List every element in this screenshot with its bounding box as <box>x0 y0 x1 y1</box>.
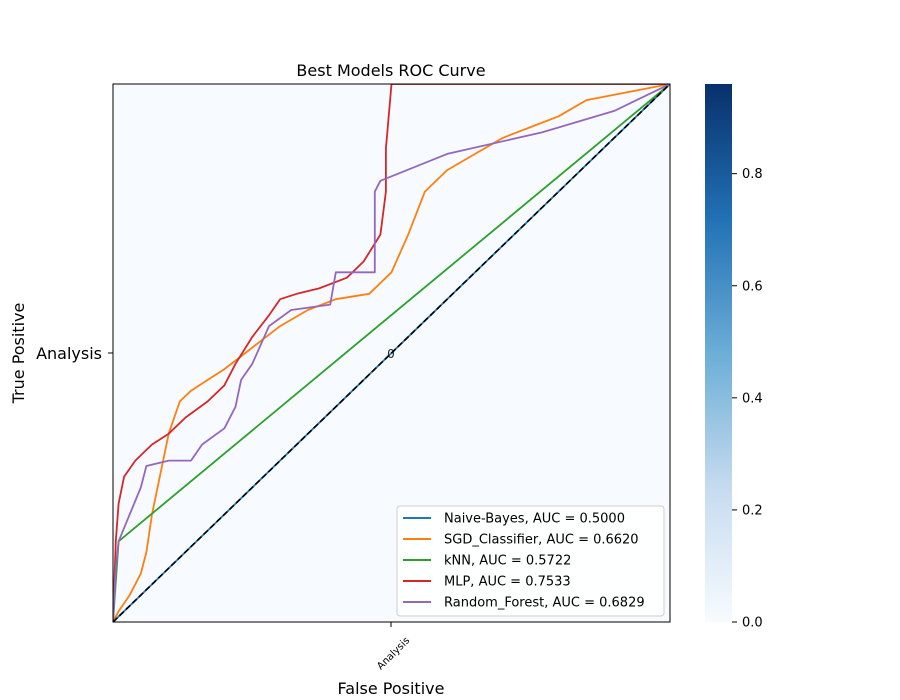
legend-label-2: kNN, AUC = 0.5722 <box>444 554 571 569</box>
colorbar-tick-label-2: 0.4 <box>742 391 763 406</box>
colorbar-tick-label-3: 0.6 <box>742 279 763 294</box>
series-line-1 <box>113 84 670 622</box>
colorbar <box>705 84 732 622</box>
chart-title: Best Models ROC Curve <box>296 61 485 80</box>
legend-label-0: Naive-Bayes, AUC = 0.5000 <box>444 512 625 527</box>
colorbar-tick-label-4: 0.8 <box>742 167 763 182</box>
series-line-3 <box>113 84 670 622</box>
y-tick-label: Analysis <box>36 344 102 363</box>
legend: Naive-Bayes, AUC = 0.5000 SGD_Classifier,… <box>396 505 665 617</box>
colorbar-tick-label-0: 0.0 <box>742 616 763 631</box>
legend-box <box>396 505 665 617</box>
chance-diagonal <box>112 83 671 623</box>
colorbar-tick-label-1: 0.2 <box>742 503 763 518</box>
legend-label-1: SGD_Classifier, AUC = 0.6620 <box>444 533 639 548</box>
series-line-4 <box>113 84 670 622</box>
x-axis-label: False Positive <box>338 679 445 698</box>
legend-label-3: MLP, AUC = 0.7533 <box>444 575 571 590</box>
legend-label-4: Random_Forest, AUC = 0.6829 <box>444 596 645 611</box>
y-axis-label: True Positive <box>9 303 28 405</box>
x-tick-label: Analysis <box>375 635 412 672</box>
